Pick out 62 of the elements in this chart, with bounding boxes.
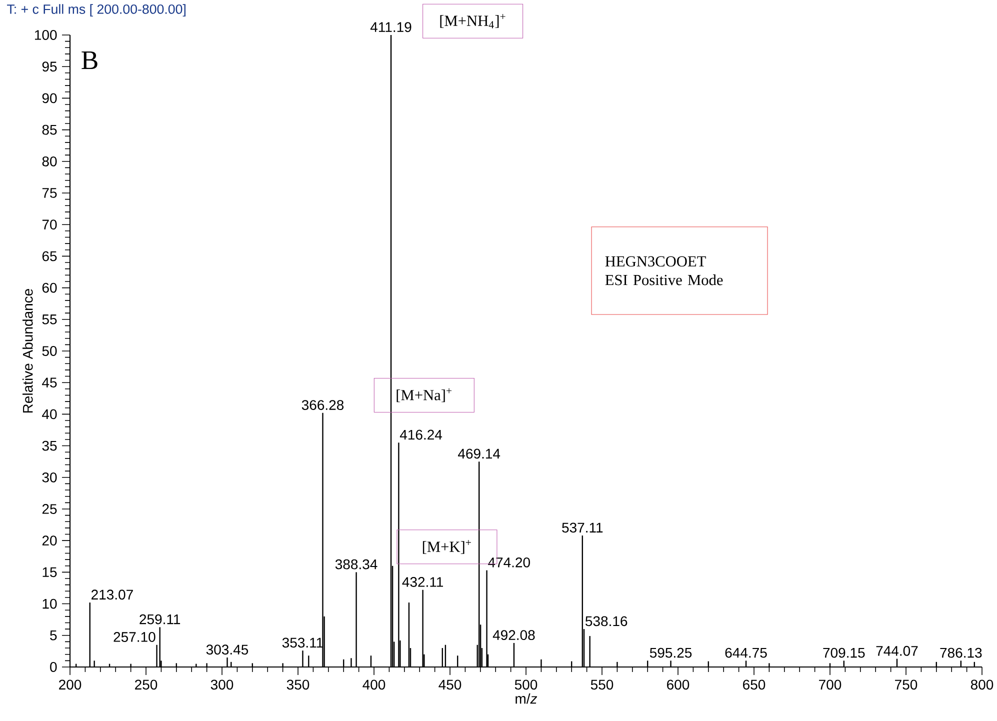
x-tick-label: 300 (210, 680, 234, 690)
x-tick-label: 400 (362, 680, 386, 690)
chart-title: T: + c Full ms [ 200.00-800.00] (7, 4, 186, 17)
annotation: 366.28 (302, 400, 344, 410)
annotation: 709.15 (823, 648, 865, 658)
annotation: 213.07 (92, 590, 133, 600)
x-tick-label: 450 (438, 680, 462, 690)
y-tick-label: 55 (42, 314, 57, 324)
x-tick-label: 350 (286, 680, 310, 690)
y-tick-label: 0 (50, 662, 57, 672)
annotation: 259.11 (140, 614, 180, 624)
annotation: 469.14 (458, 448, 500, 459)
x-tick-label: 750 (895, 680, 918, 690)
annotation: 416.24 (400, 430, 442, 440)
annotation: [M+K]$^{+}$ (422, 540, 471, 554)
y-tick-label: 15 (42, 567, 57, 578)
y-tick-label: 85 (42, 124, 57, 135)
annotation: 744.07 (876, 646, 918, 656)
annotation: 537.11 (562, 522, 603, 533)
annotation: 474.20 (488, 557, 530, 568)
annotation: B (82, 52, 98, 70)
y-tick-label: 65 (42, 251, 57, 262)
text: [M+NH$_{4}$]$^{+}$ (440, 14, 506, 28)
annotation: ESI Positive Mode (605, 274, 723, 286)
y-tick-label: 90 (42, 93, 57, 104)
x-tick-label: 500 (514, 680, 538, 690)
annotation: 432.11 (402, 577, 443, 587)
annotation: 786.13 (940, 648, 982, 658)
x-tick-label: 700 (819, 680, 842, 690)
annotation: 492.08 (492, 630, 535, 640)
y-tick-label: 25 (42, 504, 57, 514)
annotation: 538.16 (586, 616, 628, 626)
x-tick-label: 600 (667, 680, 690, 690)
x-tick-label: 550 (590, 680, 614, 690)
y-tick-label: 50 (42, 346, 57, 356)
x-tick-label: 200 (59, 680, 82, 690)
annotation: 411.19 (370, 22, 412, 32)
x-axis-title: m/z (516, 693, 538, 704)
y-tick-label: 95 (42, 62, 57, 72)
x-tick-label: 650 (743, 680, 766, 690)
annotation: [M+Na]$^{+}$ (396, 388, 452, 402)
annotation: 595.25 (650, 648, 692, 658)
y-tick-label: 30 (42, 472, 57, 482)
y-tick-label: 45 (42, 378, 57, 388)
x-tick-label: 250 (135, 680, 158, 690)
annotation: 644.75 (725, 648, 767, 658)
y-tick-label: 80 (42, 156, 57, 166)
y-tick-label: 40 (42, 409, 57, 420)
x-tick-label: 800 (970, 680, 994, 690)
y-tick-label: 5 (50, 630, 57, 640)
y-tick-label: 100 (35, 30, 57, 40)
y-tick-label: 10 (42, 598, 57, 609)
y-tick-label: 60 (42, 282, 57, 293)
y-axis-title: Relative Abundance (22, 289, 33, 412)
y-tick-label: 75 (42, 188, 57, 198)
y-tick-label: 35 (42, 440, 57, 451)
annotation: 388.34 (335, 559, 378, 570)
annotation: 303.45 (206, 644, 248, 655)
y-tick-label: 70 (42, 220, 57, 230)
y-tick-label: 20 (42, 536, 57, 546)
annotation: HEGN3COOET (605, 256, 706, 267)
annotation: 257.10 (114, 632, 156, 642)
